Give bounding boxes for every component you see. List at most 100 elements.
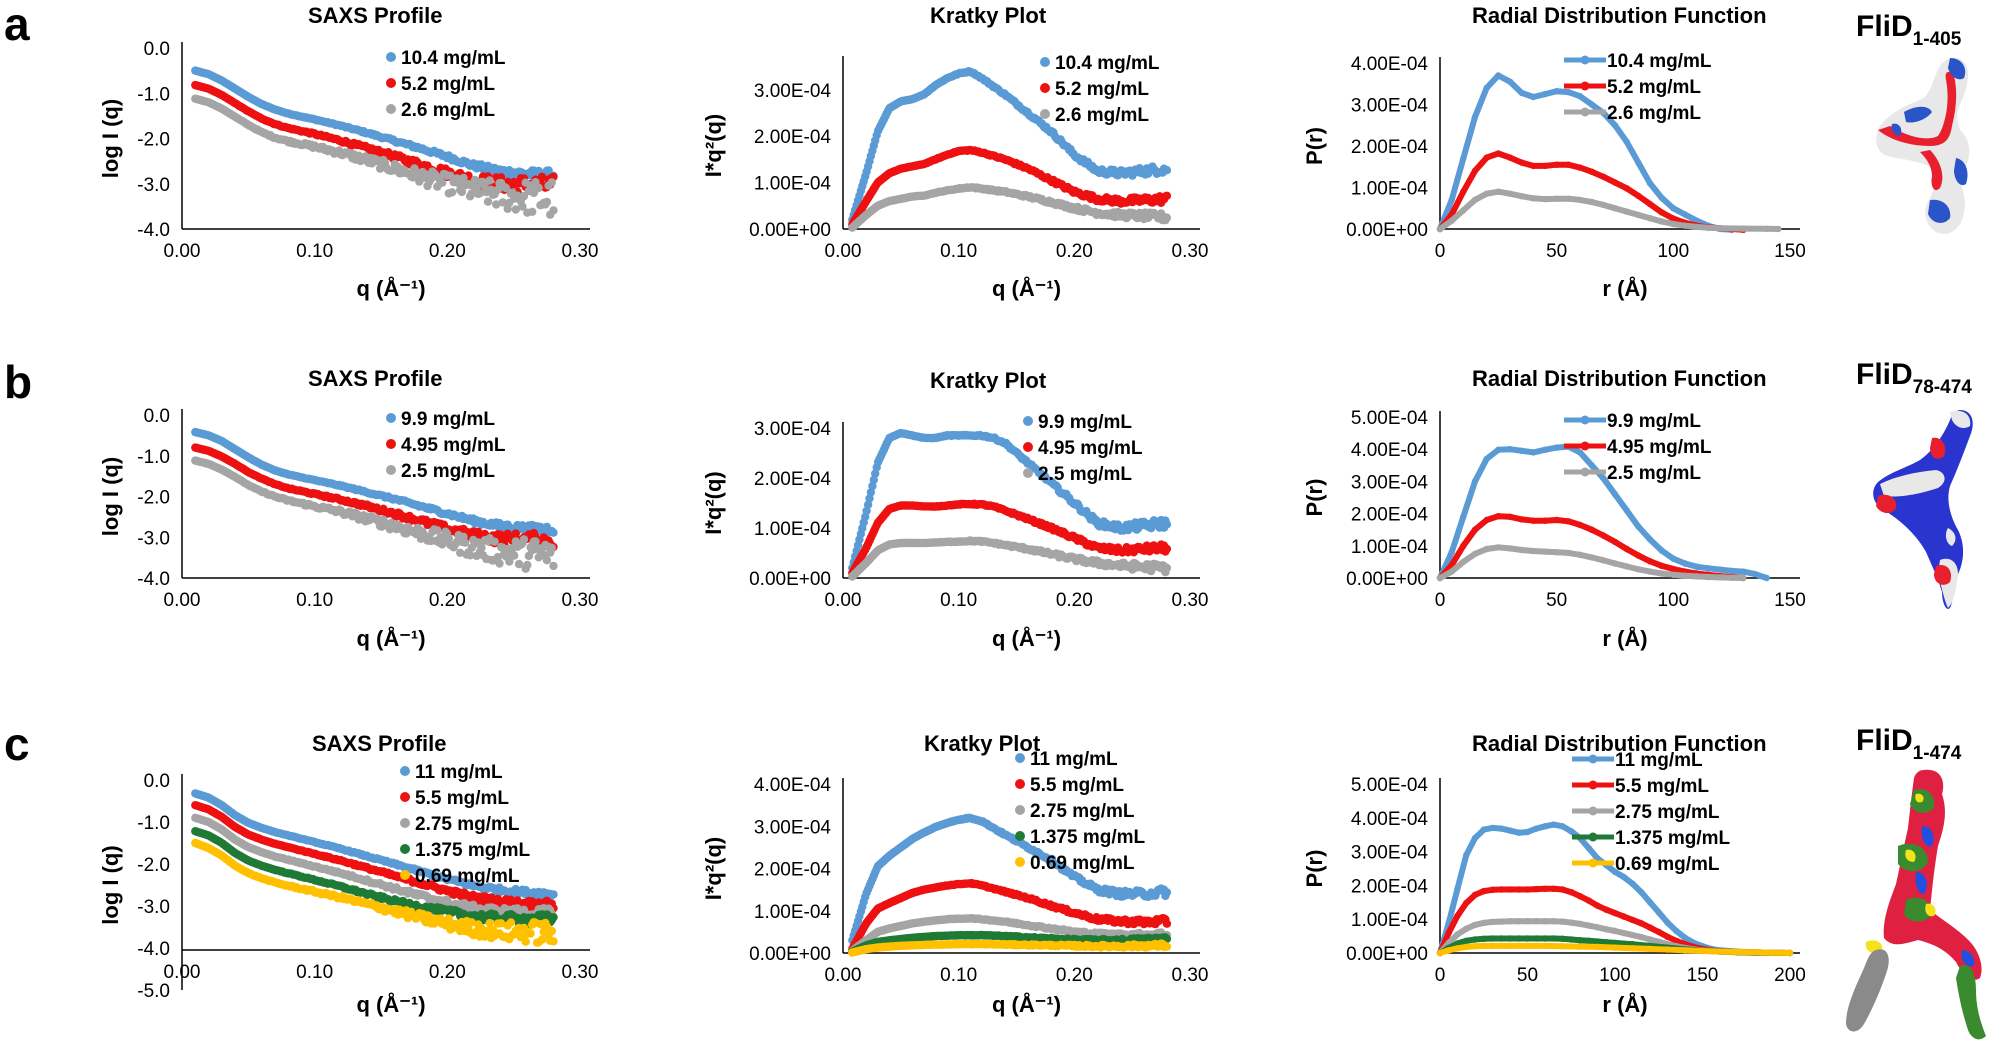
x-tick-label: 100 [1657, 241, 1689, 262]
data-point [1740, 225, 1747, 232]
data-point [1658, 209, 1665, 216]
data-point [1623, 185, 1630, 192]
y-tick-label: 0.00E+00 [749, 220, 831, 241]
y-tick-label: 0.00E+00 [1346, 569, 1428, 590]
data-point [1716, 566, 1724, 573]
y-tick-label: 1.00E-04 [754, 519, 832, 540]
data-point [1623, 208, 1630, 215]
data-point [1483, 455, 1490, 463]
legend-label: 9.9 mg/mL [401, 409, 495, 430]
x-tick-label: 0.20 [1056, 241, 1093, 262]
legend-label: 5.2 mg/mL [401, 74, 495, 95]
data-point [537, 172, 547, 181]
x-axis-label: q (Å⁻¹) [356, 625, 425, 651]
legend-label: 4.95 mg/mL [401, 435, 506, 456]
series-2-5-mg-ml [191, 456, 558, 573]
x-axis-label: q (Å⁻¹) [356, 991, 425, 1017]
y-tick-label: -5.0 [137, 981, 170, 1002]
data-point [1460, 558, 1467, 566]
y-tick-label: -2.0 [137, 855, 170, 876]
data-point [1681, 560, 1689, 567]
data-point [1471, 113, 1479, 121]
legend-marker [386, 439, 396, 449]
legend-marker [1023, 416, 1033, 426]
legend-item: 10.4 mg/mL [1564, 51, 1712, 72]
data-point [1530, 547, 1537, 555]
chart-title: Kratky Plot [930, 368, 1047, 393]
series-line [1437, 188, 1782, 232]
data-point [1565, 161, 1572, 168]
data-point [549, 913, 558, 922]
data-point [1530, 517, 1537, 524]
data-point [1471, 167, 1479, 175]
data-point [1162, 563, 1172, 573]
data-point [549, 206, 558, 215]
data-point [467, 189, 476, 198]
legend-marker [1040, 83, 1050, 93]
x-tick-label: 0.10 [296, 962, 333, 983]
data-point [1495, 513, 1502, 520]
data-point [1162, 166, 1172, 175]
data-point [1448, 196, 1455, 204]
y-tick-label: 2.00E-04 [754, 127, 832, 148]
legend-item: 10.4 mg/mL [386, 48, 506, 69]
data-point [1588, 168, 1595, 175]
data-point [549, 890, 558, 899]
legend-marker [386, 52, 396, 62]
x-axis-label: q (Å⁻¹) [356, 275, 425, 301]
data-point [1658, 562, 1665, 569]
data-point [519, 535, 529, 544]
y-tick-label: 1.00E-04 [754, 902, 832, 923]
data-point [1740, 574, 1747, 582]
x-axis-label: q (Å⁻¹) [992, 625, 1061, 651]
data-point [547, 543, 556, 552]
legend-item: 11 mg/mL [400, 762, 503, 783]
data-point [1646, 568, 1654, 575]
data-point [1541, 517, 1549, 524]
y-tick-label: 0.00E+00 [749, 944, 831, 965]
data-point [534, 183, 543, 193]
data-point [447, 188, 457, 197]
data-point [1728, 567, 1735, 575]
y-tick-label: 0.00E+00 [749, 569, 831, 590]
data-point [493, 185, 503, 194]
y-tick-label: 4.00E-04 [754, 775, 832, 796]
data-point [1518, 193, 1525, 200]
data-point [1693, 223, 1700, 231]
legend-label: 2.6 mg/mL [1607, 103, 1701, 124]
data-point [549, 528, 558, 537]
series-5-2-mg-ml [848, 145, 1172, 229]
data-point [1576, 551, 1584, 558]
legend-label: 5.2 mg/mL [1607, 77, 1701, 98]
y-tick-label: -4.0 [137, 939, 170, 960]
x-tick-label: 0.20 [429, 241, 466, 262]
legend-marker [1580, 81, 1590, 91]
data-point [457, 187, 467, 197]
legend-marker [1580, 441, 1590, 451]
y-tick-label: -2.0 [137, 488, 170, 509]
x-tick-label: 0.00 [164, 962, 201, 983]
legend-label: 2.75 mg/mL [415, 814, 520, 835]
data-point [1728, 574, 1735, 581]
data-point [1506, 154, 1514, 161]
data-point [438, 178, 447, 187]
data-point [1670, 571, 1677, 578]
y-axis-label: P(r) [1302, 479, 1327, 517]
data-point [1681, 211, 1689, 218]
data-point [1541, 446, 1549, 453]
y-tick-label: 2.00E-04 [1351, 137, 1429, 158]
data-point [549, 561, 558, 571]
legend-label: 10.4 mg/mL [1607, 51, 1712, 72]
data-point [1611, 538, 1619, 546]
data-point [1471, 196, 1479, 204]
series-10-4-mg-ml [848, 67, 1172, 224]
data-point [1495, 446, 1502, 453]
data-point [1460, 513, 1467, 520]
data-point [1635, 211, 1642, 219]
y-tick-label: -3.0 [137, 528, 170, 549]
legend-label: 4.95 mg/mL [1607, 437, 1712, 458]
data-point [475, 189, 485, 198]
data-point [470, 175, 480, 185]
data-point [1623, 563, 1630, 570]
